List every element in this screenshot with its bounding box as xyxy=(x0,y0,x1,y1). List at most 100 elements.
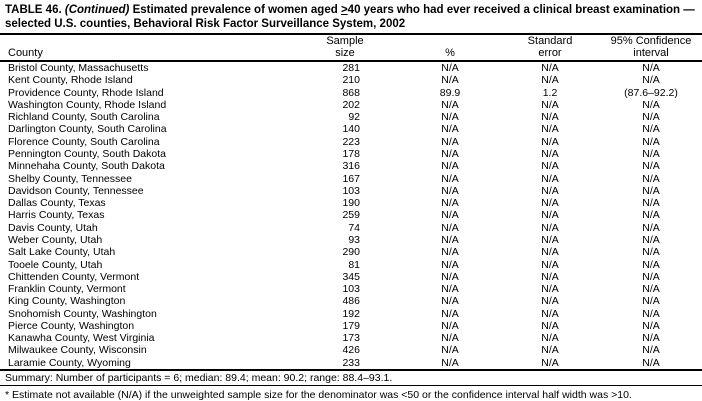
confidence-interval-cell: N/A xyxy=(642,246,660,259)
table-title-line2: selected U.S. counties, Behavioral Risk … xyxy=(5,17,406,30)
table-row: Pierce County, Washington 179 N/A N/A N/A xyxy=(0,320,702,332)
sample-size-cell: 103 xyxy=(342,184,360,197)
table-row: Kanawha County, West Virginia 173 N/A N/A N/… xyxy=(0,332,702,344)
sample-size-cell: 103 xyxy=(342,283,360,296)
county-cell: Kent County, Rhode Island xyxy=(8,74,133,87)
percent-cell: N/A xyxy=(441,270,459,283)
confidence-interval-cell: N/A xyxy=(642,307,660,320)
county-cell: Minnehaha County, South Dakota xyxy=(8,160,165,173)
sample-size-cell: 202 xyxy=(342,98,360,111)
county-cell: King County, Washington xyxy=(8,295,126,308)
county-cell: Tooele County, Utah xyxy=(8,258,103,271)
standard-error-cell: N/A xyxy=(541,270,559,283)
standard-error-cell: N/A xyxy=(541,258,559,271)
confidence-interval-cell: N/A xyxy=(642,270,660,283)
sample-size-cell: 223 xyxy=(342,135,360,148)
sample-size-cell: 259 xyxy=(342,209,360,222)
county-cell: Laramie County, Wyoming xyxy=(0,356,290,372)
percent-cell: N/A xyxy=(441,135,459,148)
confidence-interval-cell: N/A xyxy=(642,295,660,308)
sample-size-cell: 192 xyxy=(342,307,360,320)
percent-cell: N/A xyxy=(441,344,459,357)
confidence-interval-cell: N/A xyxy=(642,184,660,197)
confidence-interval-cell: N/A xyxy=(642,221,660,234)
confidence-interval-cell: N/A xyxy=(642,344,660,357)
percent-cell: N/A xyxy=(441,283,459,296)
table-row: Chittenden County, Vermont 345 N/A N/A N/A xyxy=(0,271,702,283)
table-row: Darlington County, South Carolina 140 N/A N… xyxy=(0,123,702,135)
percent-cell: N/A xyxy=(441,172,459,185)
percent-cell: N/A xyxy=(441,111,459,124)
standard-error-cell: N/A xyxy=(500,356,600,372)
summary-line: Summary: Number of participants = 6; med… xyxy=(0,371,702,387)
table-row: Weber County, Utah 93 N/A N/A N/A xyxy=(0,234,702,246)
standard-error-cell: N/A xyxy=(541,246,559,259)
table-body: Bristol County, Massachusetts 281 N/A N/A N/… xyxy=(0,61,702,372)
confidence-interval-cell: N/A xyxy=(600,356,702,372)
confidence-interval-cell: N/A xyxy=(642,62,660,74)
confidence-interval-cell: (87.6–92.2) xyxy=(624,86,678,99)
sample-size-cell: 190 xyxy=(342,197,360,210)
percent-cell: N/A xyxy=(441,319,459,332)
table-row: Minnehaha County, South Dakota 316 N/A N/A N… xyxy=(0,160,702,172)
column-header-standard-error: Standard error xyxy=(500,35,600,62)
standard-error-cell: N/A xyxy=(541,344,559,357)
confidence-interval-cell: N/A xyxy=(642,209,660,222)
sample-size-cell: 178 xyxy=(342,147,360,160)
percent-cell: N/A xyxy=(441,307,459,320)
prevalence-table: County Sample size % Standard error 95% … xyxy=(0,35,702,372)
standard-error-cell: N/A xyxy=(541,135,559,148)
sample-size-cell: 92 xyxy=(348,111,360,124)
county-cell: Davis County, Utah xyxy=(8,221,98,234)
table-row: Florence County, South Carolina 223 N/A N/A… xyxy=(0,136,702,148)
sample-size-cell: 173 xyxy=(342,332,360,345)
column-header-sample-size: Sample size xyxy=(290,35,400,62)
standard-error-cell: N/A xyxy=(541,184,559,197)
sample-size-cell: 167 xyxy=(342,172,360,185)
percent-cell: N/A xyxy=(441,332,459,345)
table-row: Pennington County, South Dakota 178 N/A N/A… xyxy=(0,148,702,160)
confidence-interval-cell: N/A xyxy=(642,123,660,136)
county-cell: Bristol County, Massachusetts xyxy=(8,62,149,74)
column-header-confidence-interval: 95% Confidence interval xyxy=(600,35,702,62)
county-cell: Providence County, Rhode Island xyxy=(8,86,164,99)
standard-error-cell: N/A xyxy=(541,332,559,345)
county-cell: Florence County, South Carolina xyxy=(8,135,160,148)
table-row: Richland County, South Carolina 92 N/A N/A N… xyxy=(0,111,702,123)
standard-error-cell: N/A xyxy=(541,111,559,124)
confidence-interval-cell: N/A xyxy=(642,111,660,124)
percent-cell: N/A xyxy=(441,74,459,87)
confidence-interval-cell: N/A xyxy=(642,233,660,246)
confidence-interval-cell: N/A xyxy=(642,74,660,87)
table-row: Laramie County, Wyoming 233 N/A N/A N/A xyxy=(0,356,702,372)
sample-size-cell: 868 xyxy=(342,86,360,99)
column-header-county: County xyxy=(0,35,290,62)
table-row: Kent County, Rhode Island 210 N/A N/A N/A xyxy=(0,74,702,86)
county-cell: Richland County, South Carolina xyxy=(8,111,160,124)
county-cell: Kanawha County, West Virginia xyxy=(8,332,155,345)
table-row: Washington County, Rhode Island 202 N/A N/A… xyxy=(0,99,702,111)
county-cell: Dallas County, Texas xyxy=(8,197,106,210)
standard-error-cell: N/A xyxy=(541,221,559,234)
column-header-percent: % xyxy=(400,35,500,62)
standard-error-cell: N/A xyxy=(541,147,559,160)
standard-error-cell: N/A xyxy=(541,283,559,296)
confidence-interval-cell: N/A xyxy=(642,332,660,345)
standard-error-cell: N/A xyxy=(541,197,559,210)
table-title-text-after: 40 years who had ever received a clinica… xyxy=(347,4,695,16)
standard-error-cell: N/A xyxy=(541,123,559,136)
county-cell: Washington County, Rhode Island xyxy=(8,98,167,111)
table-row: Davidson County, Tennessee 103 N/A N/A N/A xyxy=(0,185,702,197)
sample-size-cell: 140 xyxy=(342,123,360,136)
standard-error-cell: N/A xyxy=(541,295,559,308)
sample-size-cell: 93 xyxy=(348,233,360,246)
standard-error-cell: N/A xyxy=(541,74,559,87)
percent-cell: N/A xyxy=(441,184,459,197)
county-cell: Shelby County, Tennessee xyxy=(8,172,132,185)
percent-cell: N/A xyxy=(441,246,459,259)
table-row: Milwaukee County, Wisconsin 426 N/A N/A N/A xyxy=(0,344,702,356)
table-row: Providence County, Rhode Island 868 89.9 1.… xyxy=(0,87,702,99)
confidence-interval-cell: N/A xyxy=(642,258,660,271)
standard-error-cell: N/A xyxy=(541,233,559,246)
table-row: Bristol County, Massachusetts 281 N/A N/A N/… xyxy=(0,61,702,74)
